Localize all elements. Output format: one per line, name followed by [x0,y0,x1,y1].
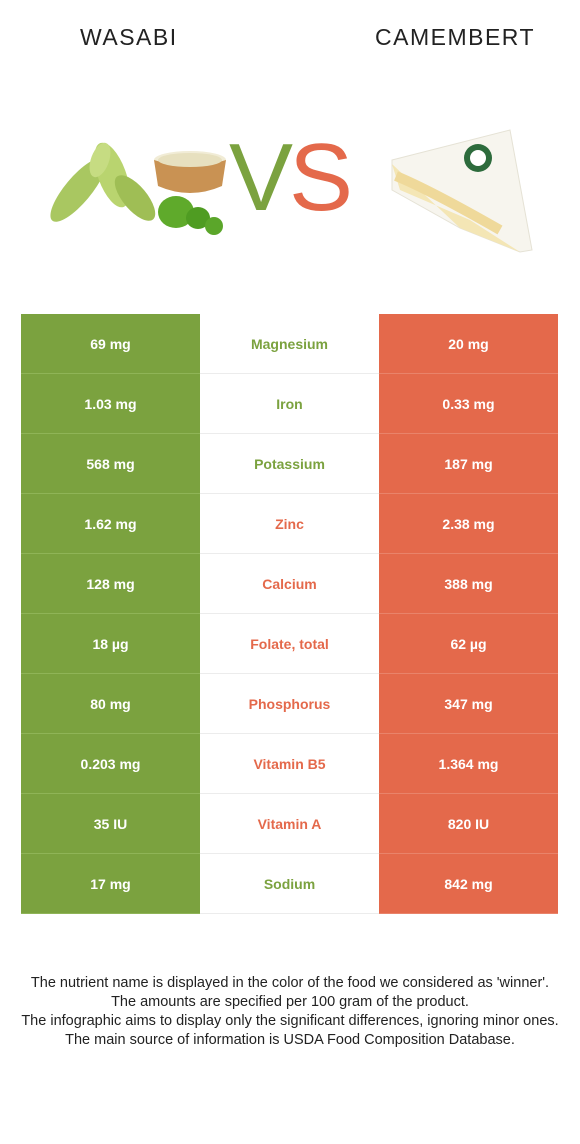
right-food-title: CAMEMBERT [375,24,536,50]
left-food-title: WASABI [80,24,178,50]
right-value: 2.38 mg [379,493,558,554]
nutrient-name: Calcium [200,553,379,614]
table-row: 18 µg Folate, total 62 µg [21,613,558,674]
left-value: 128 mg [21,553,200,614]
table-row: 35 IU Vitamin A 820 IU [21,793,558,854]
right-value: 820 IU [379,793,558,854]
right-value: 20 mg [379,314,558,374]
left-value: 80 mg [21,673,200,734]
right-value: 187 mg [379,433,558,494]
table-row: 1.62 mg Zinc 2.38 mg [21,493,558,554]
left-value: 69 mg [21,314,200,374]
food-illustration [50,129,533,253]
left-value: 17 mg [21,853,200,914]
comparison-table: 69 mg Magnesium 20 mg 1.03 mg Iron 0.33 mg 568… [21,314,558,914]
left-value: 0.203 mg [21,733,200,794]
left-value: 568 mg [21,433,200,494]
nutrient-name: Phosphorus [200,673,379,734]
nutrient-name: Zinc [200,493,379,554]
footer-note-1: The nutrient name is displayed in the co… [30,975,550,991]
right-value: 0.33 mg [379,373,558,434]
table-row: 128 mg Calcium 388 mg [21,553,558,614]
nutrient-name: Sodium [200,853,379,914]
left-value: 1.62 mg [21,493,200,554]
nutrient-name: Iron [200,373,379,434]
left-value: 35 IU [21,793,200,854]
nutrient-name: Vitamin A [200,793,379,854]
table-row: 69 mg Magnesium 20 mg [21,314,558,374]
nutrient-name: Potassium [200,433,379,494]
right-value: 62 µg [379,613,558,674]
nutrient-name: Magnesium [200,314,379,374]
footer-note-3: The infographic aims to display only the… [21,1013,559,1029]
right-value: 1.364 mg [379,733,558,794]
footer-note-2: The amounts are specified per 100 gram o… [111,994,469,1010]
left-value: 1.03 mg [21,373,200,434]
right-value: 347 mg [379,673,558,734]
footer-notes: The nutrient name is displayed in the co… [14,974,566,1050]
table-row: 80 mg Phosphorus 347 mg [21,673,558,734]
vs-s: S [289,124,353,231]
nutrient-name: Vitamin B5 [200,733,379,794]
table-row: 0.203 mg Vitamin B5 1.364 mg [21,733,558,794]
table-row: 568 mg Potassium 187 mg [21,433,558,494]
wasabi-image [50,142,226,235]
footer-note-4: The main source of information is USDA F… [65,1032,515,1048]
table-row: 17 mg Sodium 842 mg [21,853,558,914]
right-value: 842 mg [379,853,558,914]
left-value: 18 µg [21,613,200,674]
vs-logo: VS [229,130,353,226]
vs-v: V [229,124,293,231]
right-value: 388 mg [379,553,558,614]
table-row: 1.03 mg Iron 0.33 mg [21,373,558,434]
camembert-image [391,129,533,253]
nutrient-name: Folate, total [200,613,379,674]
